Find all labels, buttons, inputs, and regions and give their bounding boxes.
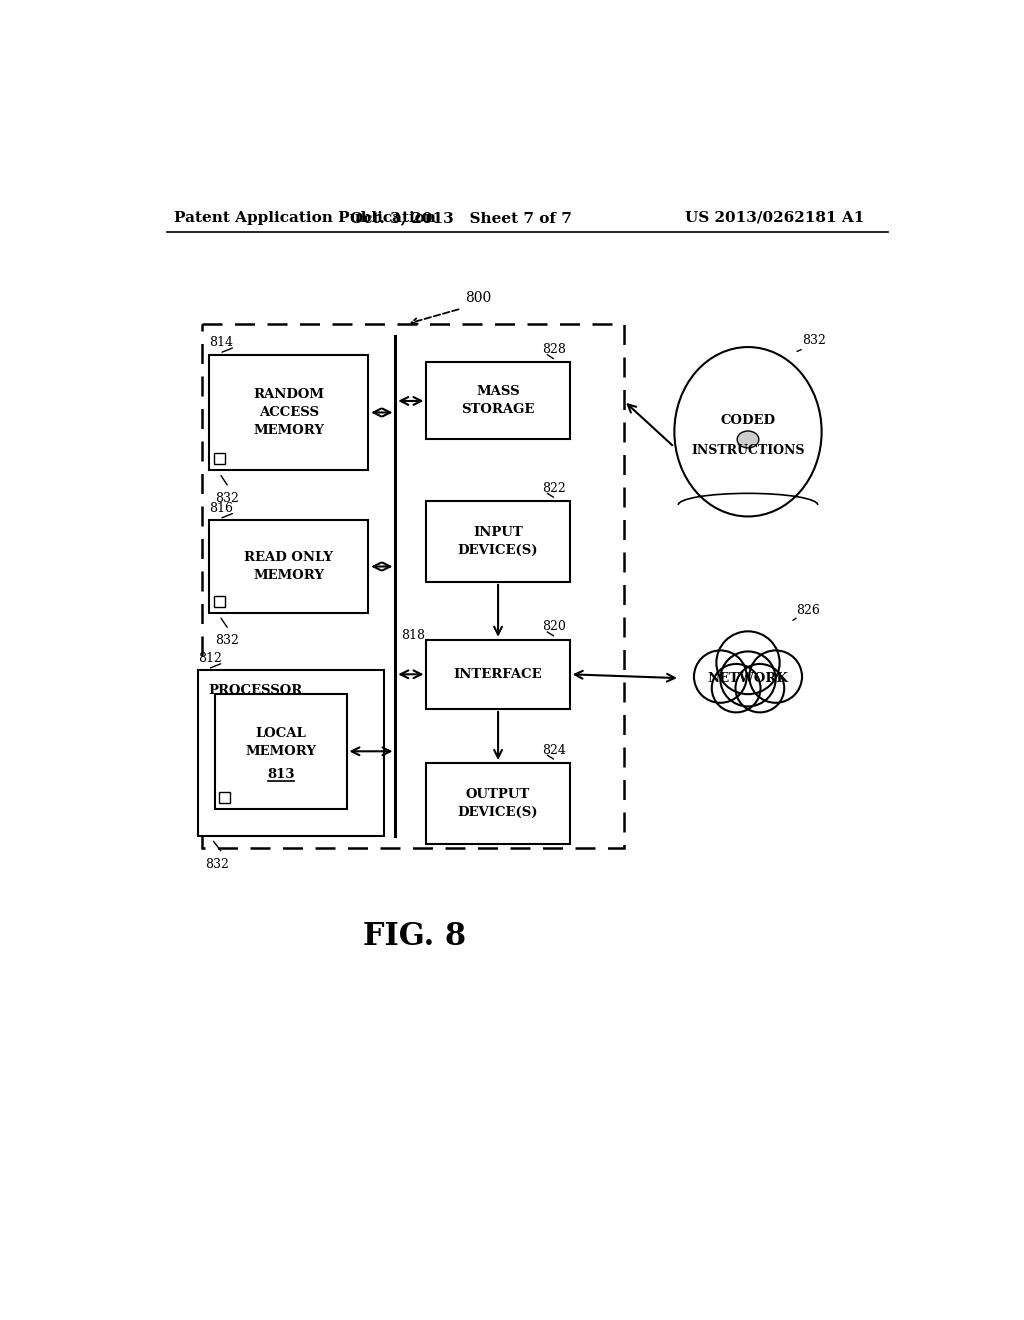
Bar <box>209 355 369 470</box>
Bar <box>214 453 225 465</box>
Text: 828: 828 <box>542 343 566 356</box>
Bar <box>202 323 624 847</box>
Bar <box>214 595 225 607</box>
Text: CODED: CODED <box>721 413 775 426</box>
Text: 820: 820 <box>542 620 566 634</box>
Text: FIG. 8: FIG. 8 <box>364 921 466 952</box>
Text: READ ONLY
MEMORY: READ ONLY MEMORY <box>245 550 334 582</box>
Bar <box>215 693 346 809</box>
Text: 812: 812 <box>198 652 221 665</box>
Bar <box>426 363 569 440</box>
Text: 816: 816 <box>209 502 233 515</box>
Circle shape <box>735 664 784 713</box>
Text: Patent Application Publication: Patent Application Publication <box>174 211 436 224</box>
Bar <box>426 640 569 709</box>
Text: MASS
STORAGE: MASS STORAGE <box>462 385 535 416</box>
Ellipse shape <box>675 347 821 516</box>
Text: Oct. 3, 2013   Sheet 7 of 7: Oct. 3, 2013 Sheet 7 of 7 <box>350 211 572 224</box>
Text: 826: 826 <box>796 603 820 616</box>
Bar <box>209 520 369 612</box>
Text: INPUT
DEVICE(S): INPUT DEVICE(S) <box>458 525 539 557</box>
Text: NETWORK: NETWORK <box>708 672 788 685</box>
Bar <box>426 763 569 843</box>
Text: 822: 822 <box>542 482 566 495</box>
Text: 813: 813 <box>267 768 295 781</box>
Text: RANDOM
ACCESS
MEMORY: RANDOM ACCESS MEMORY <box>253 388 325 437</box>
Ellipse shape <box>737 430 759 447</box>
Text: 824: 824 <box>542 743 566 756</box>
Circle shape <box>750 651 802 702</box>
Text: OUTPUT
DEVICE(S): OUTPUT DEVICE(S) <box>458 788 539 818</box>
Bar <box>219 792 230 803</box>
Circle shape <box>712 664 761 713</box>
Text: LOCAL
MEMORY: LOCAL MEMORY <box>245 726 316 758</box>
Bar <box>426 502 569 582</box>
Bar <box>198 671 384 836</box>
Text: 832: 832 <box>215 492 239 504</box>
Circle shape <box>717 631 779 694</box>
Text: 814: 814 <box>209 337 233 350</box>
Circle shape <box>720 652 775 706</box>
Text: 800: 800 <box>465 290 492 305</box>
Text: 832: 832 <box>802 334 826 347</box>
Text: INTERFACE: INTERFACE <box>454 668 543 681</box>
Text: 818: 818 <box>400 630 425 643</box>
Text: PROCESSOR: PROCESSOR <box>209 684 303 697</box>
Circle shape <box>694 651 746 702</box>
Text: 832: 832 <box>215 635 239 647</box>
Text: INSTRUCTIONS: INSTRUCTIONS <box>691 445 805 458</box>
Text: US 2013/0262181 A1: US 2013/0262181 A1 <box>685 211 864 224</box>
Text: 832: 832 <box>206 858 229 871</box>
